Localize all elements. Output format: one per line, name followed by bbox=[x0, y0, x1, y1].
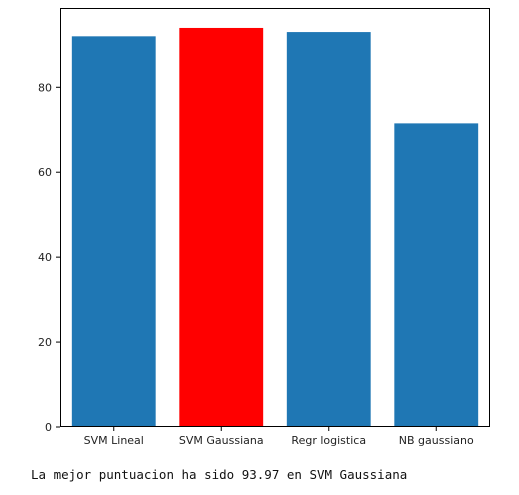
y-tick-label: 20 bbox=[38, 336, 52, 349]
bar-regr-logistica bbox=[287, 32, 371, 427]
y-tick-label: 60 bbox=[38, 166, 52, 179]
bar-chart: 0 20 40 60 80 SVM Lineal SVM Gaussiana Regr lo… bbox=[0, 0, 519, 460]
x-tick-label: NB gaussiano bbox=[399, 434, 474, 447]
x-axis: SVM Lineal SVM Gaussiana Regr logistica NB … bbox=[84, 427, 474, 447]
result-message: La mejor puntuacion ha sido 93.97 en SVM… bbox=[31, 467, 407, 482]
y-tick-label: 80 bbox=[38, 81, 52, 94]
bars-layer bbox=[72, 28, 478, 427]
bar-svm-gaussiana bbox=[179, 28, 263, 427]
bar-nb-gaussiano bbox=[394, 123, 478, 427]
y-tick-label: 40 bbox=[38, 251, 52, 264]
y-axis: 0 20 40 60 80 bbox=[38, 81, 60, 434]
x-tick-label: Regr logistica bbox=[291, 434, 366, 447]
y-tick-label: 0 bbox=[45, 421, 52, 434]
bar-svm-lineal bbox=[72, 36, 156, 427]
x-tick-label: SVM Gaussiana bbox=[179, 434, 264, 447]
x-tick-label: SVM Lineal bbox=[84, 434, 144, 447]
